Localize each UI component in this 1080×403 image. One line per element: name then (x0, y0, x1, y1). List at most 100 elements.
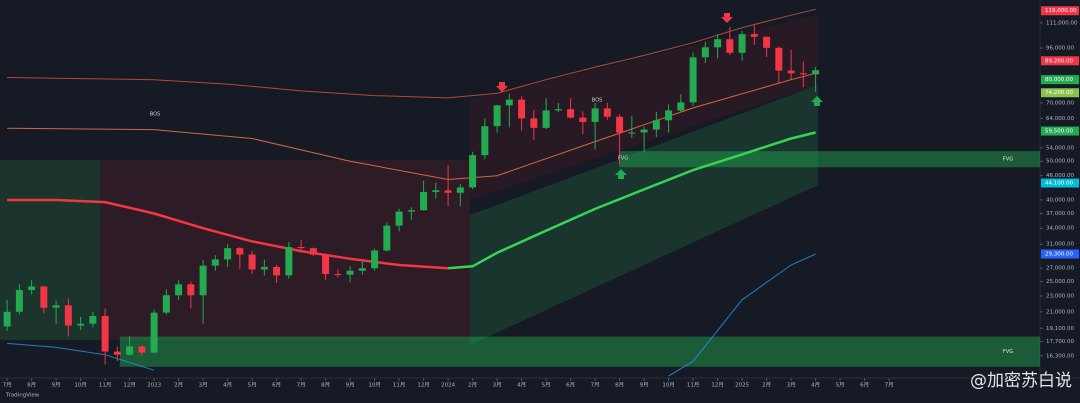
x-tick-label: 11月 (393, 382, 406, 389)
x-tick-label: 8月 (27, 382, 36, 389)
y-tick-label: 16,300.00 (1046, 353, 1074, 359)
shade (470, 85, 818, 345)
candle-body (40, 286, 48, 308)
candle-body (89, 315, 97, 324)
zone (619, 151, 1040, 168)
zone (119, 336, 1040, 367)
x-tick-label: 12月 (123, 382, 136, 389)
candle-body (346, 270, 354, 275)
x-tick-label: 7月 (3, 382, 12, 389)
buy-arrow (811, 96, 823, 106)
y-tick-label: 19,100.00 (1046, 326, 1074, 332)
x-tick-label: 6月 (566, 382, 575, 389)
price-tag-label: 74,200.00 (1045, 90, 1073, 96)
candle-body (175, 284, 183, 296)
candle-body (297, 247, 305, 249)
x-tick-label: 7月 (591, 382, 600, 389)
price-tag (1041, 249, 1079, 259)
candle-body (812, 70, 820, 75)
y-tick-label: 23,000.00 (1046, 294, 1074, 300)
y-tick-label: 111,000.00 (1046, 20, 1078, 26)
x-tick-label: 10月 (368, 382, 381, 389)
price-tag-label: 80,000.00 (1045, 77, 1073, 83)
annotation: FVG (618, 156, 628, 162)
candle-body (273, 266, 281, 276)
y-tick-label: 64,000.00 (1046, 116, 1074, 122)
y-tick-label: 31,000.00 (1046, 242, 1074, 248)
x-tick-label: 2月 (174, 382, 183, 389)
x-tick-label: 3月 (199, 382, 208, 389)
x-tick-label: 12月 (711, 382, 724, 389)
x-tick-label: 7月 (297, 382, 306, 389)
plot: FVG FVG (3, 8, 1040, 377)
candle-body (469, 155, 477, 188)
candle-body (260, 266, 268, 270)
candle-body (493, 105, 501, 127)
y-tick-label: 46,000.00 (1046, 173, 1074, 179)
x-tick-label: 10月 (662, 382, 675, 389)
candle-body (787, 70, 795, 74)
candle-body (530, 118, 538, 128)
candle-body (567, 109, 575, 118)
x-tick-label: 5月 (836, 382, 845, 389)
candle-body (456, 187, 464, 193)
x-tick-label: 4月 (223, 382, 232, 389)
indicator-line (448, 131, 816, 270)
candle-body (199, 265, 207, 296)
price-tag (1041, 126, 1079, 136)
candle-body (3, 311, 11, 327)
candle-body (211, 259, 219, 266)
x-tick-label: 5月 (542, 382, 551, 389)
candle-body (138, 346, 146, 353)
x-tick-label: 4月 (811, 382, 820, 389)
x-tick-label: 3月 (787, 382, 796, 389)
candle-body (420, 191, 428, 211)
candle-body (738, 34, 746, 53)
candle-body (701, 47, 709, 58)
candle-body (358, 268, 366, 271)
candle-body (309, 248, 317, 255)
candle-body (334, 274, 342, 276)
y-tick-label: 17,700.00 (1046, 339, 1074, 345)
x-tick-label: 2023 (147, 383, 161, 389)
candle-body (714, 39, 722, 48)
x-tick-label: 11月 (687, 382, 700, 389)
indicator-line (7, 8, 816, 99)
candle-body (101, 315, 109, 352)
buy-arrow (615, 169, 627, 179)
y-tick-label: 96,000.00 (1046, 46, 1074, 52)
candle-body (689, 57, 697, 103)
candle-body (677, 102, 685, 111)
candle-body (591, 108, 599, 122)
x-tick-label: 6月 (272, 382, 281, 389)
candle-body (616, 116, 624, 133)
candle-body (383, 225, 391, 251)
x-tick-label: 10月 (74, 382, 87, 389)
candle-body (162, 295, 170, 313)
sell-arrow (496, 82, 508, 92)
price-tag (1041, 6, 1079, 16)
x-tick-label: 6月 (860, 382, 869, 389)
x-tick-label: 2024 (441, 383, 455, 389)
x-tick-label: 11月 (99, 382, 112, 389)
price-tag-label: 89,200.00 (1045, 58, 1073, 64)
x-tick-label: 3月 (493, 382, 502, 389)
price-tag-label: 44,100.00 (1045, 181, 1073, 187)
x-tick-label: 8月 (321, 382, 330, 389)
candle-body (322, 254, 330, 275)
candle-body (371, 250, 379, 269)
candle-body (15, 290, 23, 312)
candle-body (505, 99, 513, 106)
y-tick-label: 25,000.00 (1046, 279, 1074, 285)
candle-body (628, 132, 636, 134)
candle-body (432, 190, 440, 192)
price-tag-label: 59,500.00 (1045, 129, 1073, 135)
candle-body (236, 248, 244, 255)
candle-body (52, 305, 60, 308)
zone-label: FVG (1003, 349, 1013, 355)
shade (0, 160, 100, 340)
annotation: BOS (150, 112, 160, 118)
candle-body (799, 73, 807, 75)
x-tick-label: 5月 (248, 382, 257, 389)
shade (100, 160, 470, 340)
